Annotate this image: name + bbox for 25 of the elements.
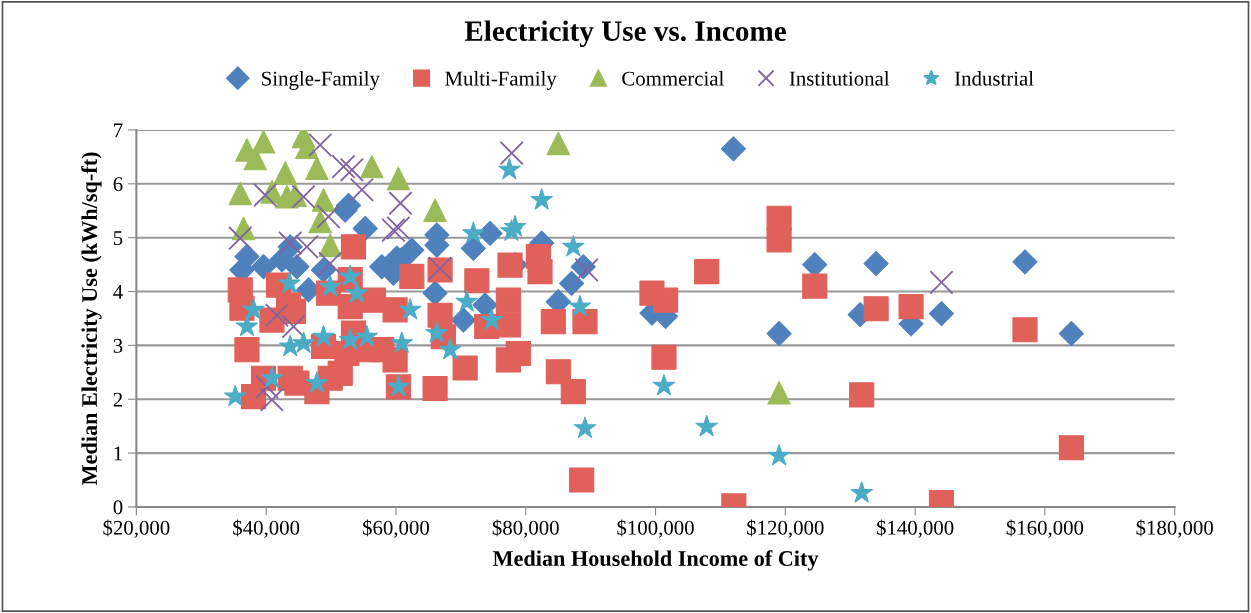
y-tick-label: 4 xyxy=(113,285,123,299)
x-tick-label: $100,000 xyxy=(617,519,694,538)
legend-label: Single-Family xyxy=(262,70,380,90)
x-tick-label: $20,000 xyxy=(103,519,170,538)
y-axis-title: Median Electricity Use (kWh/sq-ft) xyxy=(81,152,102,486)
x-tick-label: $60,000 xyxy=(362,519,429,538)
legend-label: Commercial xyxy=(622,70,724,86)
legend-label: Multi-Family xyxy=(445,70,557,90)
x-tick-label: $140,000 xyxy=(876,519,954,538)
x-tick-label: $180,000 xyxy=(1136,519,1213,538)
legend-label: Industrial xyxy=(954,70,1034,86)
y-tick-label: 1 xyxy=(114,446,122,461)
x-tick-label: $160,000 xyxy=(1006,519,1084,538)
x-tick-label: $80,000 xyxy=(492,519,559,538)
x-axis-title: Median Household Income of City xyxy=(492,550,819,571)
y-tick-label: 2 xyxy=(113,392,123,407)
chart-title: Electricity Use vs. Income xyxy=(464,20,786,47)
y-tick-label: 0 xyxy=(113,500,123,515)
legend-label: Institutional xyxy=(789,70,890,86)
x-tick-label: $120,000 xyxy=(747,519,824,538)
x-tick-label: $40,000 xyxy=(233,519,300,538)
y-tick-label: 6 xyxy=(113,177,123,192)
y-tick-label: 7 xyxy=(114,123,123,138)
y-tick-label: 5 xyxy=(113,231,123,246)
y-tick-label: 3 xyxy=(113,338,123,353)
